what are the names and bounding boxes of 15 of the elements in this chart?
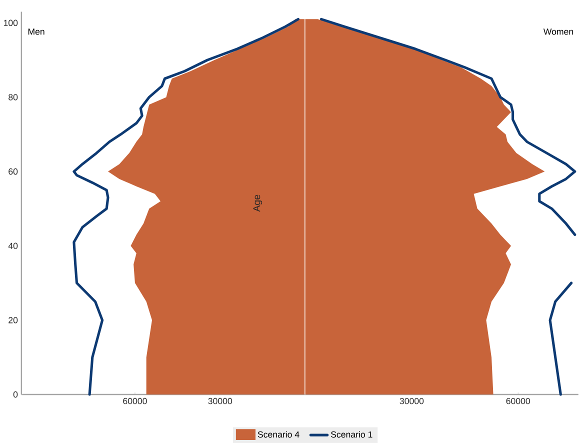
y-axis-title: Age — [253, 194, 262, 212]
annotation: Women — [543, 28, 574, 35]
legend-label: Scenario 4 — [258, 430, 300, 438]
x-tick-label: 60000 — [506, 398, 530, 404]
y-tick-label: 80 — [8, 94, 18, 100]
x-tick-label: 60000 — [123, 398, 147, 404]
y-tick-label: 40 — [8, 242, 18, 249]
y-tick-label: 100 — [4, 20, 18, 26]
x-tick-label: 30000 — [400, 398, 424, 404]
y-tick-label: 0 — [13, 391, 18, 398]
legend-label: Scenario 1 — [330, 430, 372, 438]
x-tick-label: 30000 — [208, 398, 232, 404]
annotation: Men — [28, 28, 44, 35]
y-tick-label: 20 — [8, 316, 18, 324]
y-tick-label: 60 — [8, 168, 18, 174]
